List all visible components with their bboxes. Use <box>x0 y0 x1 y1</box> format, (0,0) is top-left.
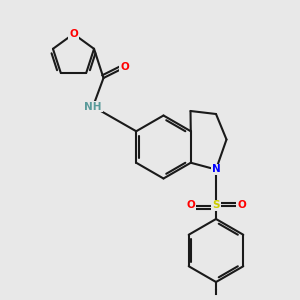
Text: O: O <box>186 200 195 211</box>
Text: N: N <box>212 164 220 175</box>
Text: O: O <box>69 29 78 39</box>
Text: O: O <box>237 200 246 211</box>
Text: NH: NH <box>84 101 102 112</box>
Text: O: O <box>120 62 129 73</box>
Text: S: S <box>212 200 220 211</box>
